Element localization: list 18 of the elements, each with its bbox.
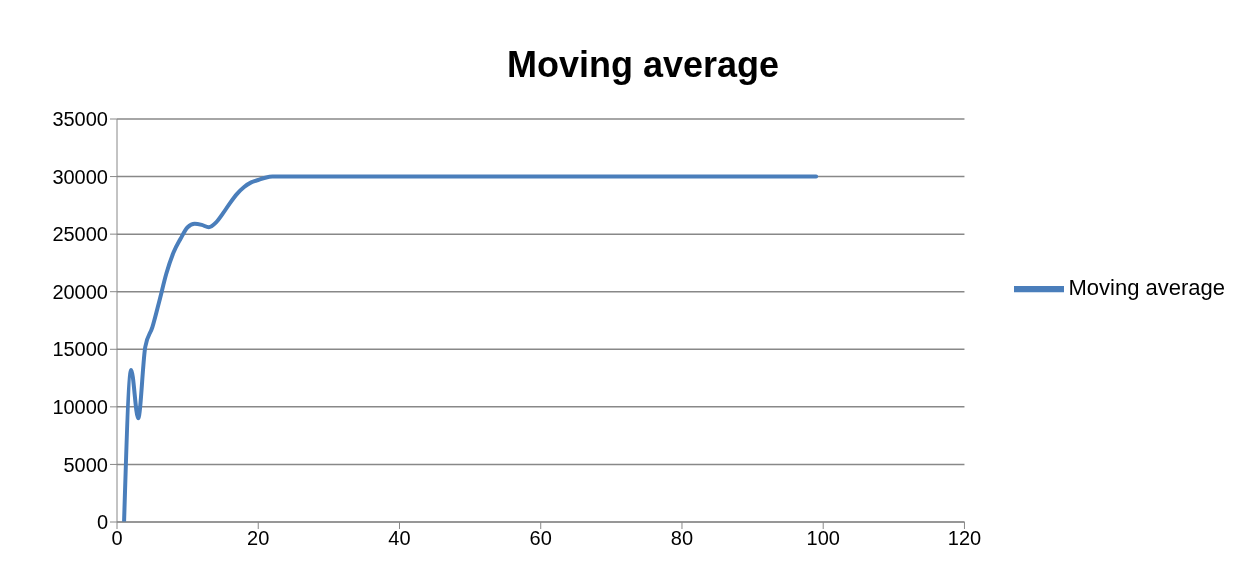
x-tick-label: 0 (111, 527, 123, 550)
y-tick-label: 30000 (52, 165, 108, 188)
chart-title: Moving average (505, 44, 781, 86)
y-tick-label: 15000 (52, 338, 108, 361)
x-tick-label: 20 (247, 527, 270, 550)
y-tick-label: 0 (96, 511, 108, 534)
y-tick-label: 25000 (52, 223, 108, 246)
x-tick-label: 120 (947, 527, 982, 550)
line-series (122, 174, 819, 522)
x-tick-label: 100 (806, 527, 840, 550)
y-tick-label: 10000 (52, 395, 108, 418)
legend-label: Moving average (1068, 274, 1225, 300)
y-tick-label: 5000 (63, 453, 108, 476)
y-tick-label: 20000 (52, 280, 108, 303)
x-tick-label: 40 (388, 527, 411, 550)
y-tick-label: 35000 (52, 108, 108, 131)
x-tick-label: 80 (670, 527, 694, 550)
x-tick-label: 60 (529, 527, 552, 550)
